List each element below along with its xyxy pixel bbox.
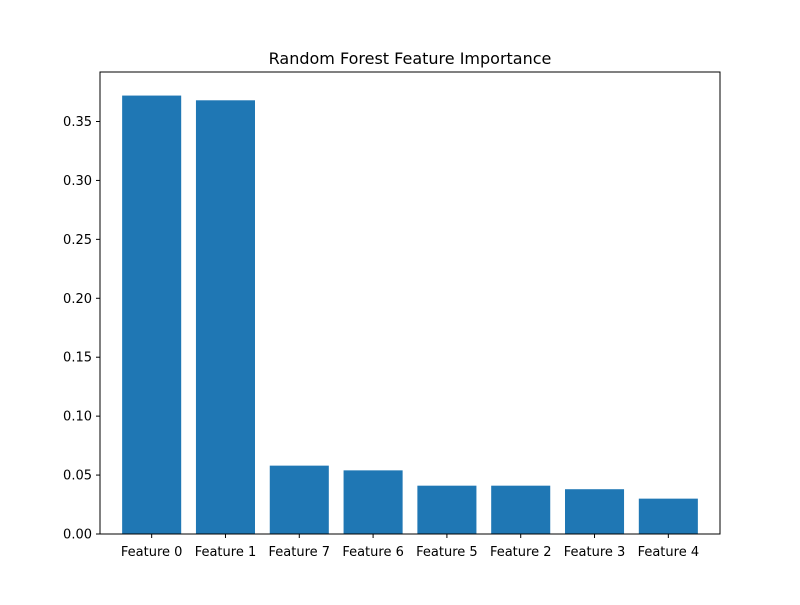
x-tick-label: Feature 1 (195, 545, 257, 560)
bar-feature-6 (343, 470, 403, 534)
x-tick-label: Feature 5 (416, 545, 478, 560)
bars-group (122, 95, 698, 534)
y-tick-label: 0.00 (63, 528, 92, 543)
bar-feature-3 (565, 489, 625, 534)
y-axis: 0.00 0.05 0.10 0.15 0.20 0.25 0.30 0.35 (63, 115, 100, 543)
bar-feature-7 (269, 465, 329, 534)
bar-feature-5 (417, 485, 477, 534)
plot-frame (99, 71, 721, 535)
x-axis: Feature 0 Feature 1 Feature 7 Feature 6 Feat… (121, 534, 699, 560)
y-tick-label: 0.10 (63, 410, 92, 425)
x-tick-label: Feature 4 (638, 545, 700, 560)
x-tick-label: Feature 0 (121, 545, 183, 560)
x-tick-label: Feature 3 (564, 545, 626, 560)
y-tick-label: 0.20 (63, 292, 92, 307)
bar-feature-4 (638, 498, 698, 534)
y-tick-label: 0.05 (63, 469, 92, 484)
bar-feature-2 (491, 485, 551, 534)
bar-feature-1 (195, 100, 255, 534)
y-tick-label: 0.30 (63, 174, 92, 189)
bar-feature-0 (122, 95, 182, 534)
y-tick-label: 0.35 (63, 115, 92, 130)
x-tick-label: Feature 7 (269, 545, 331, 560)
x-tick-label: Feature 6 (342, 545, 404, 560)
chart-title: Random Forest Feature Importance (269, 49, 552, 68)
x-tick-label: Feature 2 (490, 545, 552, 560)
y-tick-label: 0.25 (63, 233, 92, 248)
y-tick-label: 0.15 (63, 351, 92, 366)
